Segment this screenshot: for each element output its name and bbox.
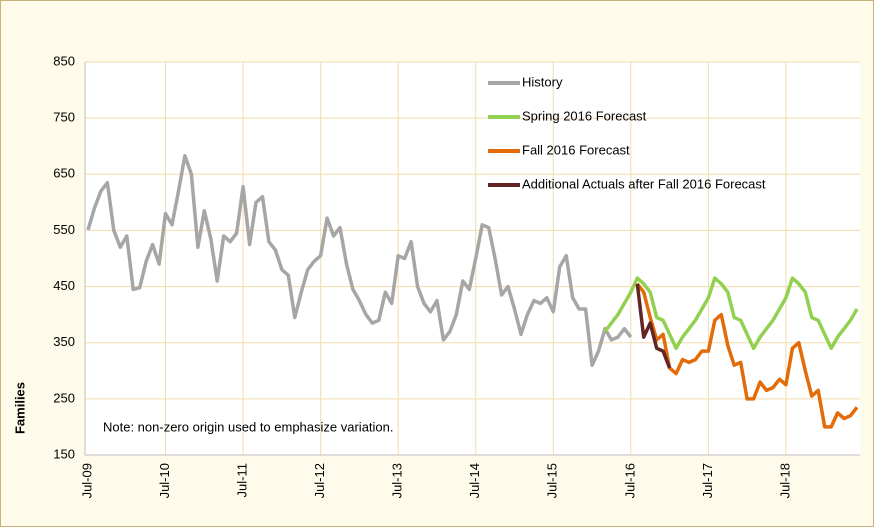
legend-label: History: [522, 74, 563, 89]
legend-label: Spring 2016 Forecast: [522, 108, 647, 123]
annotation: Note: non-zero origin used to emphasize …: [103, 419, 394, 434]
y-tick-label: 650: [53, 166, 75, 181]
series-line: [635, 282, 859, 429]
x-tick-label: Jul-13: [390, 463, 405, 498]
y-axis-label: Families: [12, 382, 27, 434]
legend-label: Additional Actuals after Fall 2016 Forec…: [522, 176, 766, 191]
y-tick-label: 750: [53, 110, 75, 125]
x-tick-label: Jul-12: [312, 463, 327, 498]
x-tick-label: Jul-15: [545, 463, 560, 498]
series-line: [603, 276, 859, 351]
y-tick-label: 550: [53, 222, 75, 237]
plot-area: [85, 62, 860, 455]
series-line: [86, 154, 633, 367]
x-tick-label: Jul-11: [235, 463, 250, 497]
x-tick-label: Jul-17: [700, 463, 715, 498]
x-tick-label: Jul-14: [467, 463, 482, 498]
y-tick-label: 850: [53, 53, 75, 68]
legend-label: Fall 2016 Forecast: [522, 142, 630, 157]
x-tick-label: Jul-16: [622, 463, 637, 498]
y-tick-label: 350: [53, 334, 75, 349]
y-tick-label: 250: [53, 390, 75, 405]
y-tick-label: 450: [53, 278, 75, 293]
x-tick-label: Jul-18: [777, 463, 792, 498]
x-tick-label: Jul-10: [157, 463, 172, 498]
series-line: [635, 283, 672, 369]
x-tick-label: Jul-09: [79, 463, 94, 498]
y-tick-label: 150: [53, 446, 75, 461]
